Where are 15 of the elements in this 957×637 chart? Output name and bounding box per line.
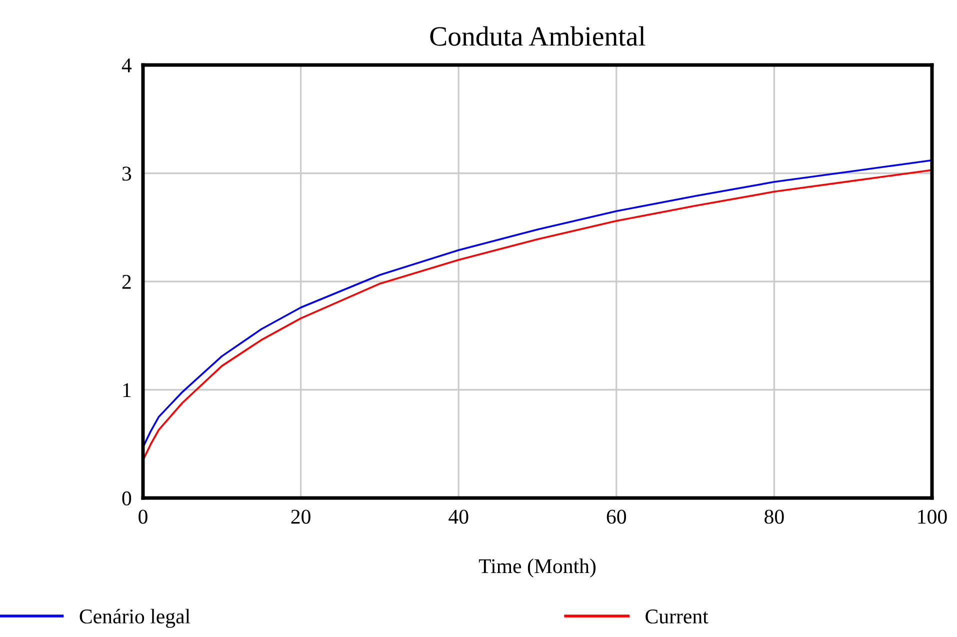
- y-tick-label: 4: [122, 58, 132, 72]
- y-tick-label: 1: [123, 383, 131, 397]
- x-tick-label: 20: [291, 510, 310, 524]
- x-tick-label: 0: [138, 510, 148, 524]
- x-tick-label: 80: [764, 510, 784, 524]
- x-tick-label: 60: [606, 510, 626, 524]
- x-tick-label: 40: [448, 510, 468, 524]
- y-tick-label: 3: [122, 166, 132, 181]
- chart-title: Conduta Ambiental: [430, 26, 646, 46]
- legend-label: Cenário legal: [80, 608, 190, 628]
- legend-label: Current: [646, 610, 708, 624]
- x-axis-title: Time (Month): [478, 558, 596, 578]
- x-tick-label: 100: [918, 510, 947, 524]
- y-tick-label: 0: [122, 491, 132, 506]
- y-tick-label: 2: [122, 274, 131, 289]
